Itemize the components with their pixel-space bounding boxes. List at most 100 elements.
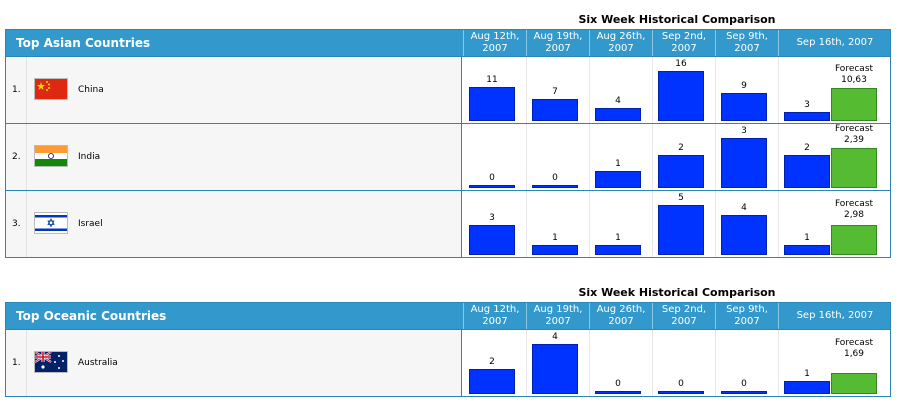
week-header: Sep 16th, 2007	[778, 303, 891, 329]
forecast-label: Forecast	[834, 338, 874, 348]
column-gridline	[589, 124, 590, 190]
value-label: 11	[486, 75, 498, 85]
country-row: 1. China 11 7 4 16 9 3 Forecast 10,63	[5, 57, 891, 124]
value-bar	[469, 225, 515, 255]
week-header: Aug 26th, 2007	[589, 303, 652, 329]
value-bar	[721, 391, 767, 394]
forecast-label: Forecast	[834, 64, 874, 74]
value-label: 16	[675, 59, 687, 69]
column-gridline	[778, 330, 779, 396]
week-header: Aug 19th, 2007	[526, 30, 589, 56]
country-cell	[6, 57, 461, 123]
value-label: 2	[489, 357, 495, 367]
column-gridline	[715, 57, 716, 123]
forecast-label: Forecast	[834, 124, 874, 134]
column-gridline	[778, 124, 779, 190]
value-label: 2	[804, 143, 810, 153]
column-gridline	[715, 330, 716, 396]
value-bar	[658, 155, 704, 188]
rank-number: 1.	[12, 85, 21, 95]
comparison-title: Six Week Historical Comparison	[578, 13, 776, 26]
column-gridline	[652, 57, 653, 123]
chart-divider	[461, 124, 462, 190]
value-bar	[595, 171, 641, 188]
value-label: 9	[741, 81, 747, 91]
value-label: 0	[741, 379, 747, 389]
value-label: 4	[615, 96, 621, 106]
value-label: 1	[615, 159, 621, 169]
week-header: Sep 9th, 2007	[715, 30, 778, 56]
value-bar	[469, 185, 515, 188]
forecast-value: 2,39	[843, 135, 865, 145]
value-label: 1	[615, 233, 621, 243]
value-bar	[784, 155, 830, 188]
section-title: Top Oceanic Countries	[16, 309, 167, 323]
week-header: Sep 16th, 2007	[778, 30, 891, 56]
column-gridline	[778, 57, 779, 123]
country-cell	[6, 124, 461, 190]
value-label: 0	[552, 173, 558, 183]
section-header: Top Oceanic Countries Aug 12th, 2007 Aug 1…	[5, 302, 891, 330]
week-header: Sep 2nd, 2007	[652, 30, 715, 56]
week-header: Aug 19th, 2007	[526, 303, 589, 329]
value-bar	[595, 108, 641, 121]
column-gridline	[526, 191, 527, 257]
value-bar	[532, 185, 578, 188]
country-cell	[6, 191, 461, 257]
value-bar	[721, 138, 767, 188]
rank-number: 3.	[12, 219, 21, 229]
value-bar	[784, 112, 830, 121]
country-name[interactable]: India	[78, 152, 101, 162]
rank-number: 2.	[12, 152, 21, 162]
column-gridline	[526, 57, 527, 123]
week-header: Aug 26th, 2007	[589, 30, 652, 56]
forecast-bar	[831, 88, 877, 121]
value-label: 1	[804, 369, 810, 379]
week-header: Sep 9th, 2007	[715, 303, 778, 329]
india-flag-icon	[34, 145, 68, 167]
value-bar	[532, 245, 578, 255]
value-bar	[784, 245, 830, 255]
column-gridline	[652, 124, 653, 190]
value-bar	[595, 245, 641, 255]
value-bar	[469, 369, 515, 394]
chart-divider	[461, 330, 462, 396]
column-gridline	[589, 57, 590, 123]
column-gridline	[778, 191, 779, 257]
country-name[interactable]: China	[78, 85, 104, 95]
value-label: 3	[804, 100, 810, 110]
israel-flag-icon	[34, 212, 68, 234]
rank-divider	[26, 124, 27, 190]
value-label: 1	[804, 233, 810, 243]
value-label: 0	[489, 173, 495, 183]
country-row: 3. Israel 3 1 1 5 4 1 Forecast 2,98	[5, 191, 891, 258]
value-bar	[532, 99, 578, 121]
section-title: Top Asian Countries	[16, 36, 151, 50]
country-cell	[6, 330, 461, 396]
value-label: 2	[678, 143, 684, 153]
section-header: Top Asian Countries Aug 12th, 2007 Aug 19t…	[5, 29, 891, 57]
forecast-bar	[831, 225, 877, 255]
week-header: Sep 2nd, 2007	[652, 303, 715, 329]
rank-divider	[26, 57, 27, 123]
forecast-value: 1,69	[843, 349, 865, 359]
value-bar	[658, 71, 704, 121]
column-gridline	[652, 330, 653, 396]
chart-divider	[461, 57, 462, 123]
week-header: Aug 12th, 2007	[463, 303, 526, 329]
value-label: 3	[489, 213, 495, 223]
country-name[interactable]: Israel	[78, 219, 103, 229]
value-label: 4	[552, 332, 558, 342]
country-name[interactable]: Australia	[78, 358, 118, 368]
country-section: Six Week Historical Comparison Top Asian …	[0, 13, 902, 258]
value-bar	[784, 381, 830, 394]
value-label: 4	[741, 203, 747, 213]
value-bar	[721, 215, 767, 255]
value-bar	[532, 344, 578, 394]
value-label: 0	[615, 379, 621, 389]
value-bar	[658, 391, 704, 394]
rank-number: 1.	[12, 358, 21, 368]
week-header: Aug 12th, 2007	[463, 30, 526, 56]
forecast-label: Forecast	[834, 199, 874, 209]
value-label: 5	[678, 193, 684, 203]
